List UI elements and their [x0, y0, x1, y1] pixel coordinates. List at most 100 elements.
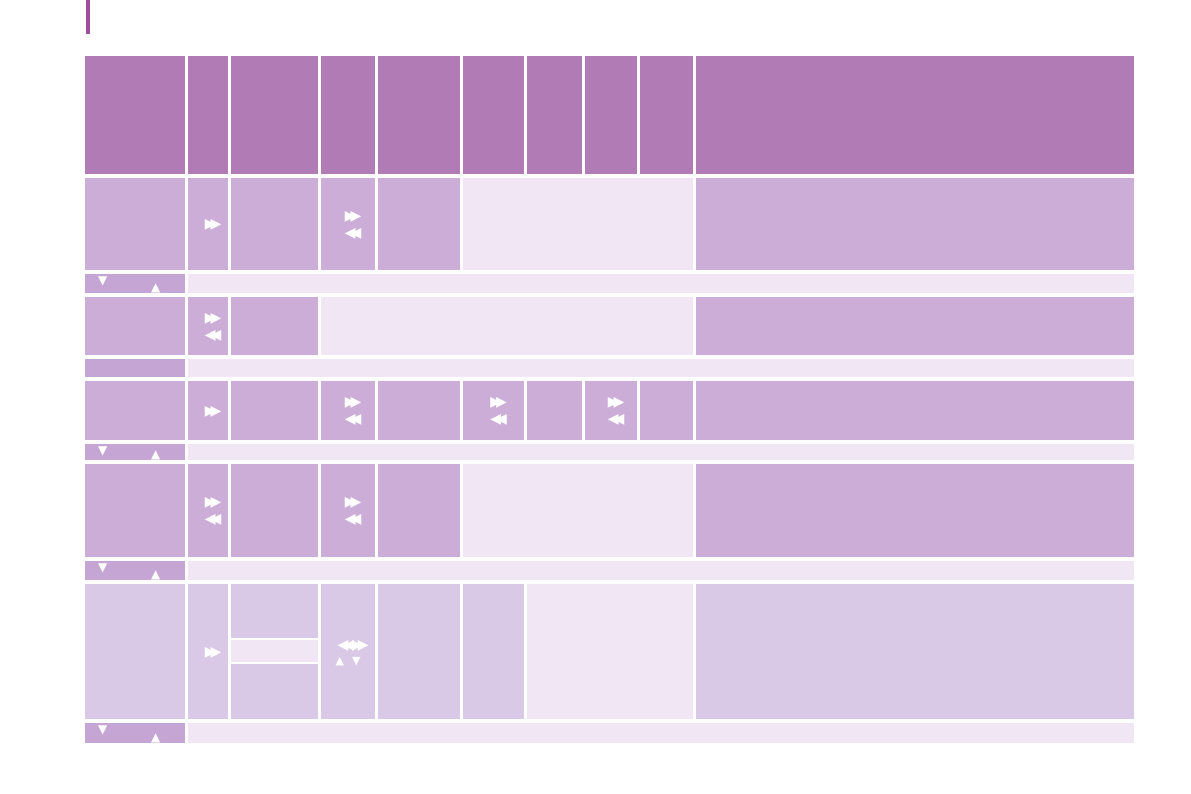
split-cell [231, 584, 318, 719]
rewind-icon[interactable]: ◀◀ [204, 326, 221, 343]
sort-up-icon[interactable]: ▲ [151, 280, 161, 294]
fast-forward-icon[interactable]: ▶▶ [204, 216, 221, 232]
control-cell[interactable]: ▶▶ ◀◀ [321, 381, 375, 440]
grid-cell [231, 664, 318, 719]
icon-line: ◀◀ [205, 512, 221, 526]
fast-forward-icon[interactable]: ▶▶ [344, 494, 361, 510]
grid-cell [231, 297, 318, 355]
scroll-control-cell[interactable]: ▼ ▲ [85, 274, 185, 293]
rewind-icon[interactable]: ◀◀ [337, 636, 353, 653]
header-cell [463, 56, 524, 174]
fast-forward-icon[interactable]: ▶▶ [352, 636, 368, 653]
icon-line: ◀◀ [205, 328, 221, 342]
control-cell[interactable]: ▶▶ [188, 584, 228, 719]
sort-up-icon[interactable]: ▲ [151, 730, 161, 744]
grid-cell [85, 464, 185, 557]
rewind-icon[interactable]: ◀◀ [344, 224, 361, 241]
icon-line: ◀◀ [490, 412, 506, 426]
grid-cell [231, 381, 318, 440]
rewind-icon[interactable]: ◀◀ [490, 411, 506, 427]
grid-cell [231, 178, 318, 270]
fast-forward-icon[interactable]: ▶▶ [204, 309, 221, 326]
icon-line: ▶▶ [490, 395, 506, 409]
grid-cell [640, 381, 693, 440]
sort-up-icon[interactable]: ▲ [335, 653, 344, 667]
sort-up-icon[interactable]: ▲ [151, 447, 161, 461]
grid-cell [527, 381, 582, 440]
icon-line: ◀◀ [345, 512, 361, 526]
grid-cell [85, 178, 185, 270]
fast-forward-icon[interactable]: ▶▶ [344, 394, 361, 410]
grid-cell [378, 178, 460, 270]
control-cell[interactable]: ▶▶ ◀◀ [321, 178, 375, 270]
control-cell[interactable]: ▶▶ [188, 381, 228, 440]
icon-line: ▶▶ [205, 495, 221, 509]
fast-forward-icon[interactable]: ▶▶ [607, 394, 624, 410]
empty-cell [321, 297, 693, 355]
icon-line: ▶▶ [608, 395, 624, 409]
icon-stack: ▶▶ ◀◀ [490, 395, 506, 426]
empty-cell [463, 178, 693, 270]
fast-forward-icon[interactable]: ▶▶ [204, 494, 221, 510]
sort-down-icon[interactable]: ▼ [98, 273, 108, 287]
grid-cell [378, 381, 460, 440]
grid-cell [696, 464, 1134, 557]
icon-stack: ▶▶ [205, 217, 221, 231]
icon-line: ◀◀ ▶▶ [337, 636, 368, 653]
scroll-control-cell[interactable]: ▼ ▲ [85, 723, 185, 743]
header-cell [527, 56, 582, 174]
rewind-icon[interactable]: ◀◀ [607, 411, 624, 427]
header-cell [640, 56, 693, 174]
icon-line: ▶▶ [205, 404, 221, 418]
icon-stack: ▶▶ [205, 404, 221, 418]
control-cell[interactable]: ▶▶ ◀◀ [463, 381, 524, 440]
header-cell [378, 56, 460, 174]
separator-track [188, 723, 1134, 743]
cursor-bar [86, 0, 90, 34]
control-cell[interactable]: ▶▶ ◀◀ [188, 464, 228, 557]
sort-down-icon[interactable]: ▼ [98, 443, 108, 457]
icon-line: ▶▶ [345, 495, 361, 509]
scroll-control-cell[interactable]: ▼ ▲ [85, 444, 185, 460]
header-cell [231, 56, 318, 174]
icon-stack: ▶▶ [205, 645, 221, 659]
control-cell[interactable]: ▶▶ ◀◀ [585, 381, 637, 440]
grid-cell [696, 178, 1134, 270]
scroll-control-cell[interactable]: ▼ ▲ [85, 561, 185, 580]
sort-down-icon[interactable]: ▼ [352, 653, 361, 667]
separator-cell [85, 359, 185, 377]
sort-down-icon[interactable]: ▼ [98, 560, 108, 574]
icon-line: ◀◀ [345, 412, 361, 426]
header-cell [696, 56, 1134, 174]
grid-cell [231, 584, 318, 638]
fast-forward-icon[interactable]: ▶▶ [204, 643, 221, 660]
fast-forward-icon[interactable]: ▶▶ [490, 394, 506, 410]
grid-cell [696, 381, 1134, 440]
icon-stack: ▶▶ ◀◀ [345, 495, 361, 526]
empty-cell [463, 464, 693, 557]
rewind-icon[interactable]: ◀◀ [204, 511, 221, 527]
control-cell[interactable]: ▶▶ ◀◀ [188, 297, 228, 355]
table-grid: ▶▶ ▶▶ ◀◀ ▼ ▲ ▶▶ ◀◀ ▶▶ ▶▶ ◀◀ ▶▶ ◀◀ ▶▶ ◀◀ ▼ ▲ ▶▶ ◀◀ ▶▶ ◀◀ ▼ ▲ ▶▶… [85, 56, 1134, 743]
grid-cell [85, 381, 185, 440]
separator-track [188, 444, 1134, 460]
fast-forward-icon[interactable]: ▶▶ [344, 207, 361, 224]
icon-line: ▲ ▼ [336, 655, 361, 666]
icon-line: ◀◀ [345, 226, 361, 240]
icon-stack: ▶▶ ◀◀ [205, 495, 221, 526]
control-cell[interactable]: ▶▶ [188, 178, 228, 270]
sort-down-icon[interactable]: ▼ [98, 722, 108, 736]
rewind-icon[interactable]: ◀◀ [344, 411, 361, 427]
grid-cell [85, 584, 185, 719]
control-cell[interactable]: ▶▶ ◀◀ [321, 464, 375, 557]
empty-cell [231, 640, 318, 662]
control-cell[interactable]: ◀◀ ▶▶ ▲ ▼ [321, 584, 375, 719]
fast-forward-icon[interactable]: ▶▶ [204, 402, 221, 419]
separator-track [188, 359, 1134, 377]
icon-stack: ▶▶ ◀◀ [205, 311, 221, 342]
sort-up-icon[interactable]: ▲ [151, 567, 161, 581]
grid-cell [378, 584, 460, 719]
rewind-icon[interactable]: ◀◀ [344, 511, 361, 527]
icon-stack: ▶▶ ◀◀ [608, 395, 624, 426]
